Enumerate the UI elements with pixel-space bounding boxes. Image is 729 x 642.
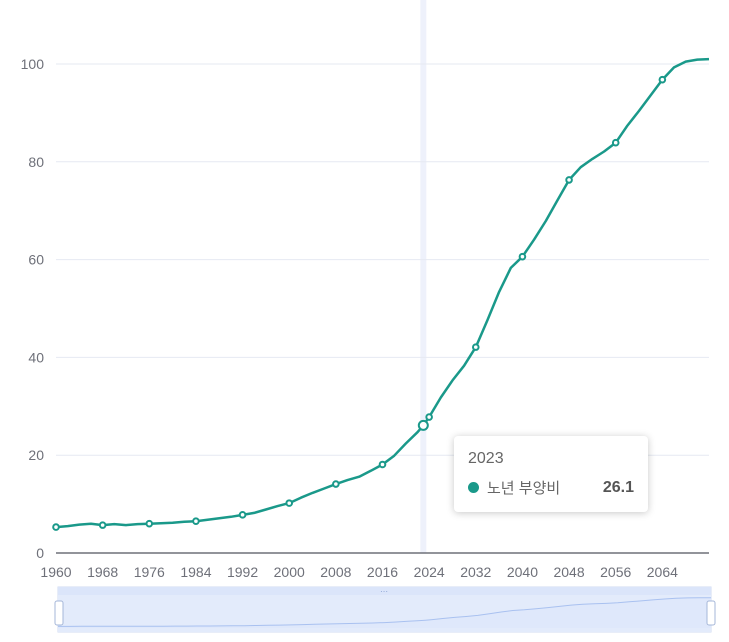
x-tick-label: 2016 — [367, 564, 398, 580]
x-tick-label: 2056 — [600, 564, 631, 580]
data-point — [192, 517, 200, 526]
data-point — [471, 343, 480, 351]
tooltip-value: 26.1 — [602, 478, 634, 496]
slider-top-bar[interactable] — [58, 587, 711, 595]
tooltip-year: 2023 — [468, 450, 504, 467]
slider-right-handle[interactable] — [706, 600, 716, 626]
x-tick-label: 2040 — [507, 564, 538, 580]
data-point — [238, 511, 247, 519]
x-tick-label: 2064 — [647, 564, 678, 580]
data-point — [332, 480, 340, 488]
data-zoom-slider[interactable]: ⋯ — [54, 586, 716, 633]
series-markers — [52, 75, 667, 531]
x-tick-label: 2032 — [460, 564, 491, 580]
data-point — [611, 138, 620, 147]
x-tick-label: 1976 — [134, 564, 165, 580]
x-tick-label: 1984 — [180, 564, 211, 580]
x-tick-label: 1960 — [40, 564, 71, 580]
slider-preview-line — [58, 597, 711, 627]
data-point — [658, 75, 667, 84]
x-axis-labels: 1960 1968 1976 1984 1992 2000 2008 2016 2024 2032… — [40, 564, 678, 580]
y-tick-label: 80 — [28, 154, 44, 170]
slider-preview-area — [58, 597, 711, 628]
slider-grip-icon[interactable]: ⋯ — [380, 587, 388, 596]
tooltip-row: 노년 부양비 26.1 — [468, 477, 634, 498]
y-axis-labels: 0 20 40 60 80 100 — [21, 56, 45, 561]
y-tick-label: 20 — [28, 447, 44, 463]
data-point — [52, 523, 60, 531]
x-tick-label: 2048 — [553, 564, 584, 580]
data-point — [518, 252, 527, 261]
tooltip: 2023 노년 부양비 26.1 — [454, 436, 648, 512]
axis-pointer-band — [420, 0, 427, 553]
x-tick-label: 2008 — [320, 564, 351, 580]
x-tick-label: 2024 — [414, 564, 445, 580]
highlight-point — [417, 419, 429, 431]
y-tick-label: 0 — [36, 545, 44, 561]
data-point — [98, 521, 107, 529]
slider-left-handle[interactable] — [54, 600, 64, 626]
data-point — [425, 413, 433, 421]
tooltip-series-name: 노년 부양비 — [487, 480, 561, 497]
x-tick-label: 1968 — [87, 564, 118, 580]
y-tick-label: 60 — [28, 252, 44, 268]
x-tick-label: 2000 — [274, 564, 305, 580]
x-tick-label: 1992 — [227, 564, 258, 580]
data-point — [565, 176, 573, 184]
series-color-dot-icon — [468, 482, 479, 493]
y-tick-label: 40 — [28, 349, 44, 365]
data-point — [285, 499, 294, 507]
series-line-elderly-dependency — [55, 57, 710, 529]
y-tick-label: 100 — [21, 56, 45, 72]
data-point — [378, 460, 387, 469]
data-point — [145, 519, 154, 528]
